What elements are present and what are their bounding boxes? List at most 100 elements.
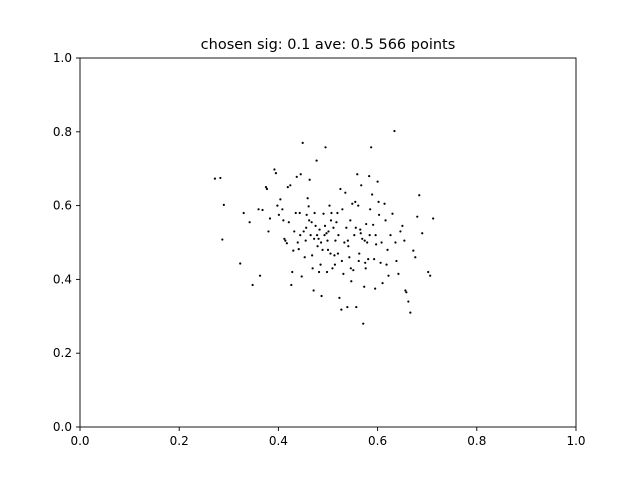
scatter-point — [383, 202, 386, 205]
scatter-point — [323, 224, 327, 227]
scatter-point — [312, 289, 315, 292]
scatter-point — [374, 287, 377, 290]
scatter-point — [355, 305, 358, 309]
scatter-point — [264, 186, 268, 189]
scatter-point — [327, 230, 330, 233]
scatter-point — [405, 291, 408, 294]
scatter-point — [329, 252, 332, 255]
scatter-point — [261, 208, 264, 212]
scatter-point — [360, 184, 363, 187]
scatter-point — [330, 211, 333, 215]
scatter-point — [319, 241, 323, 244]
scatter-point — [364, 267, 367, 270]
scatter-point — [348, 256, 351, 259]
scatter-point — [284, 239, 287, 242]
scatter-point — [318, 228, 321, 231]
scatter-point — [380, 241, 383, 244]
scatter-point — [367, 258, 370, 261]
scatter-point — [308, 219, 311, 222]
scatter-point — [356, 173, 359, 176]
y-tick-label: 0.4 — [53, 272, 72, 286]
scatter-point — [333, 263, 337, 266]
scatter-point — [407, 300, 410, 303]
scatter-point — [316, 245, 319, 248]
scatter-point — [251, 283, 254, 287]
scatter-point — [429, 274, 432, 277]
scatter-point — [219, 176, 222, 180]
y-tick-label: 0.8 — [53, 125, 72, 139]
scatter-point — [416, 215, 419, 218]
scatter-point — [370, 146, 373, 149]
scatter-point — [258, 274, 262, 277]
plot-area — [80, 58, 576, 427]
scatter-point — [375, 243, 378, 246]
y-tick-label: 0.6 — [53, 199, 72, 213]
scatter-point — [265, 187, 269, 191]
scatter-point — [324, 146, 327, 149]
scatter-point — [357, 204, 360, 207]
scatter-point — [386, 248, 389, 251]
scatter-point — [310, 221, 313, 224]
x-tick-label: 0.2 — [170, 434, 189, 448]
scatter-point — [357, 259, 360, 263]
scatter-point — [361, 237, 364, 240]
scatter-point — [397, 272, 400, 275]
scatter-point — [409, 311, 412, 314]
scatter-point — [283, 237, 286, 240]
scatter-point — [281, 208, 284, 211]
x-tick-label: 1.0 — [566, 434, 585, 448]
scatter-point — [320, 294, 323, 298]
scatter-point — [414, 256, 417, 259]
scatter-point — [340, 308, 343, 311]
scatter-point — [341, 208, 344, 211]
scatter-point — [301, 141, 304, 144]
scatter-point — [403, 239, 406, 242]
scatter-point — [336, 211, 339, 215]
scatter-point — [311, 254, 314, 257]
scatter-point — [307, 205, 310, 208]
scatter-point — [317, 270, 321, 274]
scatter-point — [346, 239, 349, 242]
scatter-point — [427, 270, 430, 274]
scatter-point — [273, 168, 276, 171]
scatter-point — [374, 234, 377, 237]
x-tick-label: 0.8 — [467, 434, 486, 448]
scatter-point — [293, 230, 296, 233]
scatter-point — [239, 262, 242, 265]
scatter-point — [299, 173, 302, 176]
scatter-point — [377, 213, 381, 216]
scatter-point — [394, 241, 397, 244]
scatter-point — [363, 285, 366, 288]
scatter-point — [313, 211, 316, 215]
scatter-point — [274, 172, 278, 175]
scatter-point — [326, 239, 329, 242]
y-tick-label: 1.0 — [53, 51, 72, 65]
scatter-point — [371, 193, 374, 196]
scatter-point — [372, 223, 375, 226]
scatter-points — [213, 129, 435, 325]
scatter-point — [347, 245, 350, 248]
scatter-point — [323, 234, 326, 237]
scatter-point — [354, 226, 357, 229]
scatter-point — [267, 230, 270, 233]
scatter-point — [315, 159, 318, 162]
scatter-point — [309, 234, 312, 237]
scatter-point — [368, 234, 371, 237]
scatter-point — [358, 252, 361, 255]
scatter-point — [257, 208, 260, 211]
scatter-point — [336, 252, 340, 255]
scatter-point — [294, 211, 297, 215]
plot-frame — [79, 57, 577, 428]
x-axis: 0.0 0.2 0.4 0.6 0.8 1.0 — [70, 427, 586, 448]
x-tick-label: 0.6 — [368, 434, 387, 448]
scatter-point — [353, 234, 356, 237]
scatter-point — [376, 180, 379, 183]
scatter-point — [395, 259, 398, 263]
x-tick-label: 0.0 — [70, 434, 89, 448]
scatter-point — [351, 202, 354, 205]
scatter-point — [322, 212, 325, 215]
scatter-point — [384, 219, 387, 222]
scatter-point — [297, 248, 300, 251]
scatter-point — [342, 272, 345, 275]
